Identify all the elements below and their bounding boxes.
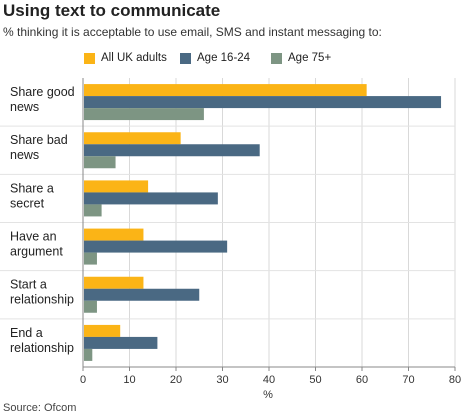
bar-age-16-24 [84,96,442,109]
x-tick-label: 20 [170,374,182,386]
category-label: Share good [10,85,75,99]
x-tick-label: 10 [123,374,135,386]
bar-all-uk [84,324,121,337]
x-tick-label: 80 [449,374,461,386]
x-tick-label: 40 [263,374,275,386]
category-label: End a [10,326,43,340]
source-note: Source: Ofcom [3,402,77,414]
legend-item-age-75-plus: Age 75+ [271,52,331,64]
category-label: Share a [10,181,54,195]
category-label: Share bad [10,133,68,147]
legend-label-age-75-plus: Age 75+ [288,52,332,64]
category-label: news [10,100,39,114]
bar-age-16-24 [84,192,218,205]
bar-all-uk [84,276,144,289]
x-tick-label: 50 [309,374,321,386]
chart-subtitle: % thinking it is acceptable to use email… [3,25,382,39]
bar-all-uk [84,132,181,145]
x-tick-label: 30 [216,374,228,386]
x-tick-label: 60 [356,374,368,386]
legend-item-age-16-24: Age 16-24 [180,52,250,64]
category-label: relationship [10,293,74,307]
legend-swatch-age-16-24 [180,52,191,64]
category-label: relationship [10,341,74,355]
bar-age-75-plus [84,348,93,361]
bar-age-16-24 [84,288,200,301]
bar-all-uk [84,228,144,241]
bar-age-75-plus [84,156,116,169]
bar-age-16-24 [84,336,158,349]
legend-item-all-uk: All UK adults [84,52,167,64]
legend-swatch-all-uk [84,52,95,64]
bar-all-uk [84,180,149,193]
category-label: Have an [10,230,57,244]
bar-age-75-plus [84,300,97,313]
x-axis-label: % [263,389,273,401]
bar-age-75-plus [84,108,204,121]
bar-age-75-plus [84,204,102,217]
bar-age-16-24 [84,144,260,157]
legend-label-all-uk: All UK adults [101,52,167,64]
bar-all-uk [84,84,367,97]
bar-age-16-24 [84,240,228,253]
x-tick-label: 0 [80,374,86,386]
legend-label-age-16-24: Age 16-24 [197,52,251,64]
category-label: secret [10,196,45,210]
x-tick-label: 70 [402,374,414,386]
bar-age-75-plus [84,252,97,265]
legend: All UK adults Age 16-24 Age 75+ [0,52,464,70]
chart-title: Using text to communicate [3,1,221,20]
category-label: Start a [10,278,47,292]
category-label: news [10,148,39,162]
legend-swatch-age-75-plus [271,52,282,64]
category-label: argument [10,245,63,259]
